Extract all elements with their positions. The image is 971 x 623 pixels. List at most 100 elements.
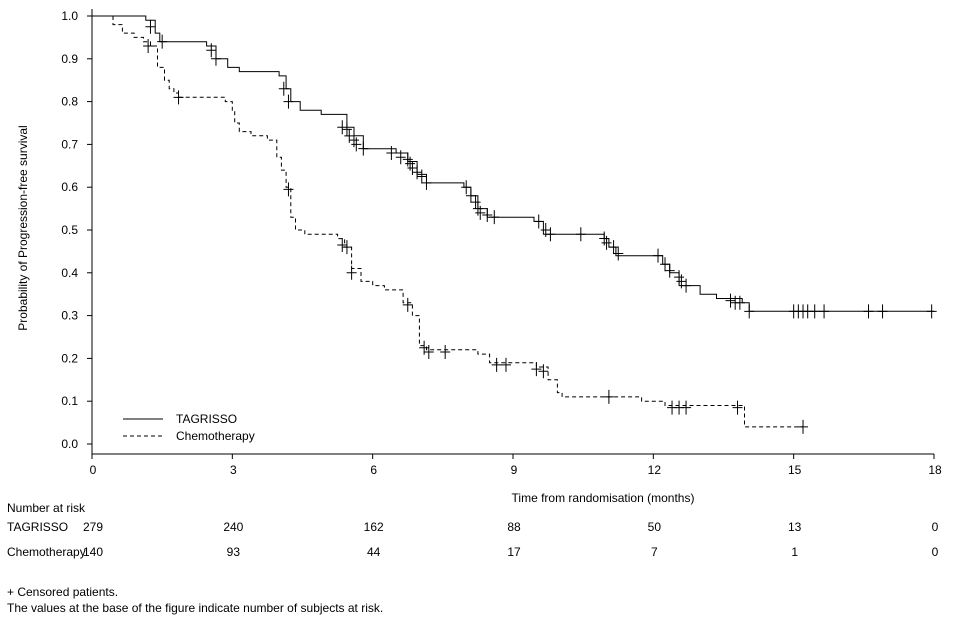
risk-count: 44 bbox=[367, 545, 381, 559]
risk-count: 7 bbox=[651, 545, 658, 559]
censor-mark-chemotherapy bbox=[346, 265, 357, 280]
censor-mark-tagrisso bbox=[681, 278, 692, 293]
censor-mark-chemotherapy bbox=[402, 297, 413, 312]
censor-mark-chemotherapy bbox=[681, 400, 692, 415]
censor-mark-tagrisso bbox=[660, 257, 671, 272]
risk-count: 279 bbox=[83, 520, 103, 534]
censor-mark-tagrisso bbox=[465, 188, 476, 203]
risk-count: 50 bbox=[648, 520, 662, 534]
risk-count: 162 bbox=[364, 520, 384, 534]
censor-mark-tagrisso bbox=[386, 145, 397, 160]
x-tick-label: 15 bbox=[788, 463, 802, 477]
x-axis-label: Time from randomisation (months) bbox=[512, 491, 695, 505]
censor-mark-tagrisso bbox=[540, 223, 551, 237]
censor-mark-tagrisso bbox=[575, 227, 586, 242]
risk-count: 13 bbox=[788, 520, 802, 534]
censor-mark-chemotherapy bbox=[173, 90, 184, 105]
censor-mark-chemotherapy bbox=[337, 237, 348, 252]
censor-mark-tagrisso bbox=[664, 263, 675, 278]
x-tick-label: 12 bbox=[648, 463, 662, 477]
censor-mark-tagrisso bbox=[278, 81, 289, 96]
risk-count: 140 bbox=[83, 545, 103, 559]
censor-mark-tagrisso bbox=[472, 201, 483, 216]
censor-mark-tagrisso bbox=[482, 208, 493, 223]
censor-mark-tagrisso bbox=[470, 195, 481, 210]
censor-mark-tagrisso bbox=[475, 205, 486, 220]
censor-mark-tagrisso bbox=[402, 152, 413, 167]
x-tick-label: 18 bbox=[928, 463, 942, 477]
risk-count: 0 bbox=[932, 520, 939, 534]
risk-row-label: Chemotherapy bbox=[7, 545, 86, 559]
censor-mark-tagrisso bbox=[674, 270, 685, 285]
censor-mark-tagrisso bbox=[725, 293, 736, 308]
censor-mark-tagrisso bbox=[744, 304, 755, 319]
censor-mark-chemotherapy bbox=[491, 357, 502, 372]
censor-mark-tagrisso bbox=[337, 120, 348, 135]
censor-mark-chemotherapy bbox=[500, 357, 511, 372]
censor-mark-chemotherapy bbox=[538, 364, 549, 379]
censor-mark-tagrisso bbox=[206, 43, 217, 58]
censor-mark-tagrisso bbox=[421, 175, 432, 190]
y-tick-label: 0.8 bbox=[61, 95, 78, 109]
censor-mark-tagrisso bbox=[358, 141, 369, 156]
censor-mark-chemotherapy bbox=[603, 389, 614, 404]
censor-mark-tagrisso bbox=[407, 160, 418, 175]
censor-mark-tagrisso bbox=[210, 51, 221, 66]
censor-mark-chemotherapy bbox=[440, 344, 451, 359]
censor-mark-tagrisso bbox=[545, 227, 556, 242]
censor-mark-tagrisso bbox=[351, 137, 362, 152]
legend-label: TAGRISSO bbox=[176, 412, 237, 426]
x-tick-label: 9 bbox=[511, 463, 518, 477]
y-tick-label: 0.3 bbox=[61, 309, 78, 323]
footnote-risk: The values at the base of the figure ind… bbox=[7, 601, 384, 615]
risk-count: 0 bbox=[932, 545, 939, 559]
censor-mark-chemotherapy bbox=[87, 9, 97, 23]
y-tick-label: 0.5 bbox=[61, 223, 78, 237]
censor-mark-tagrisso bbox=[416, 169, 427, 184]
x-tick-label: 0 bbox=[90, 463, 97, 477]
censor-mark-tagrisso bbox=[461, 180, 472, 195]
x-tick-label: 3 bbox=[230, 463, 237, 477]
censor-mark-chemotherapy bbox=[143, 38, 154, 53]
y-tick-label: 0.6 bbox=[61, 180, 78, 194]
censor-mark-tagrisso bbox=[145, 19, 156, 34]
risk-table-title: Number at risk bbox=[7, 501, 86, 515]
censor-mark-chemotherapy bbox=[531, 362, 542, 377]
y-tick-label: 0.2 bbox=[61, 351, 78, 365]
censor-mark-chemotherapy bbox=[341, 240, 352, 255]
censor-mark-tagrisso bbox=[926, 304, 937, 319]
censor-mark-tagrisso bbox=[348, 133, 359, 148]
censor-mark-tagrisso bbox=[412, 165, 423, 180]
censor-mark-tagrisso bbox=[283, 94, 294, 109]
censor-mark-tagrisso bbox=[157, 34, 168, 49]
censor-mark-chemotherapy bbox=[419, 340, 430, 355]
risk-count: 93 bbox=[227, 545, 241, 559]
censor-mark-tagrisso bbox=[877, 304, 888, 319]
censor-mark-tagrisso bbox=[489, 210, 500, 225]
censor-mark-tagrisso bbox=[608, 240, 619, 255]
legend-label: Chemotherapy bbox=[176, 429, 255, 443]
y-tick-label: 0.9 bbox=[61, 52, 78, 66]
series-line-tagrisso bbox=[92, 15, 934, 312]
y-tick-label: 0.4 bbox=[61, 266, 78, 280]
censor-mark-tagrisso bbox=[819, 304, 830, 319]
risk-count: 88 bbox=[507, 520, 521, 534]
y-tick-label: 0.0 bbox=[61, 437, 78, 451]
axes: 0.0 0.1 0.2 0.3 0.4 0.5 0.6 0.7 0.8 0.9 1.0 0 3 6 9 12 1… bbox=[61, 9, 942, 477]
censor-mark-tagrisso bbox=[613, 246, 624, 261]
censor-mark-tagrisso bbox=[344, 128, 355, 143]
censor-mark-tagrisso bbox=[734, 295, 745, 310]
censor-mark-tagrisso bbox=[395, 150, 406, 165]
censor-mark-chemotherapy bbox=[798, 419, 809, 434]
x-tick-label: 6 bbox=[370, 463, 377, 477]
y-tick-label: 1.0 bbox=[61, 9, 78, 23]
censor-mark-tagrisso bbox=[676, 274, 687, 289]
risk-row-label: TAGRISSO bbox=[7, 520, 68, 534]
series-line-chemotherapy bbox=[92, 15, 803, 428]
risk-count: 1 bbox=[791, 545, 798, 559]
censor-mark-tagrisso bbox=[405, 156, 416, 171]
censor-mark-chemotherapy bbox=[732, 400, 743, 415]
risk-count: 17 bbox=[507, 545, 521, 559]
